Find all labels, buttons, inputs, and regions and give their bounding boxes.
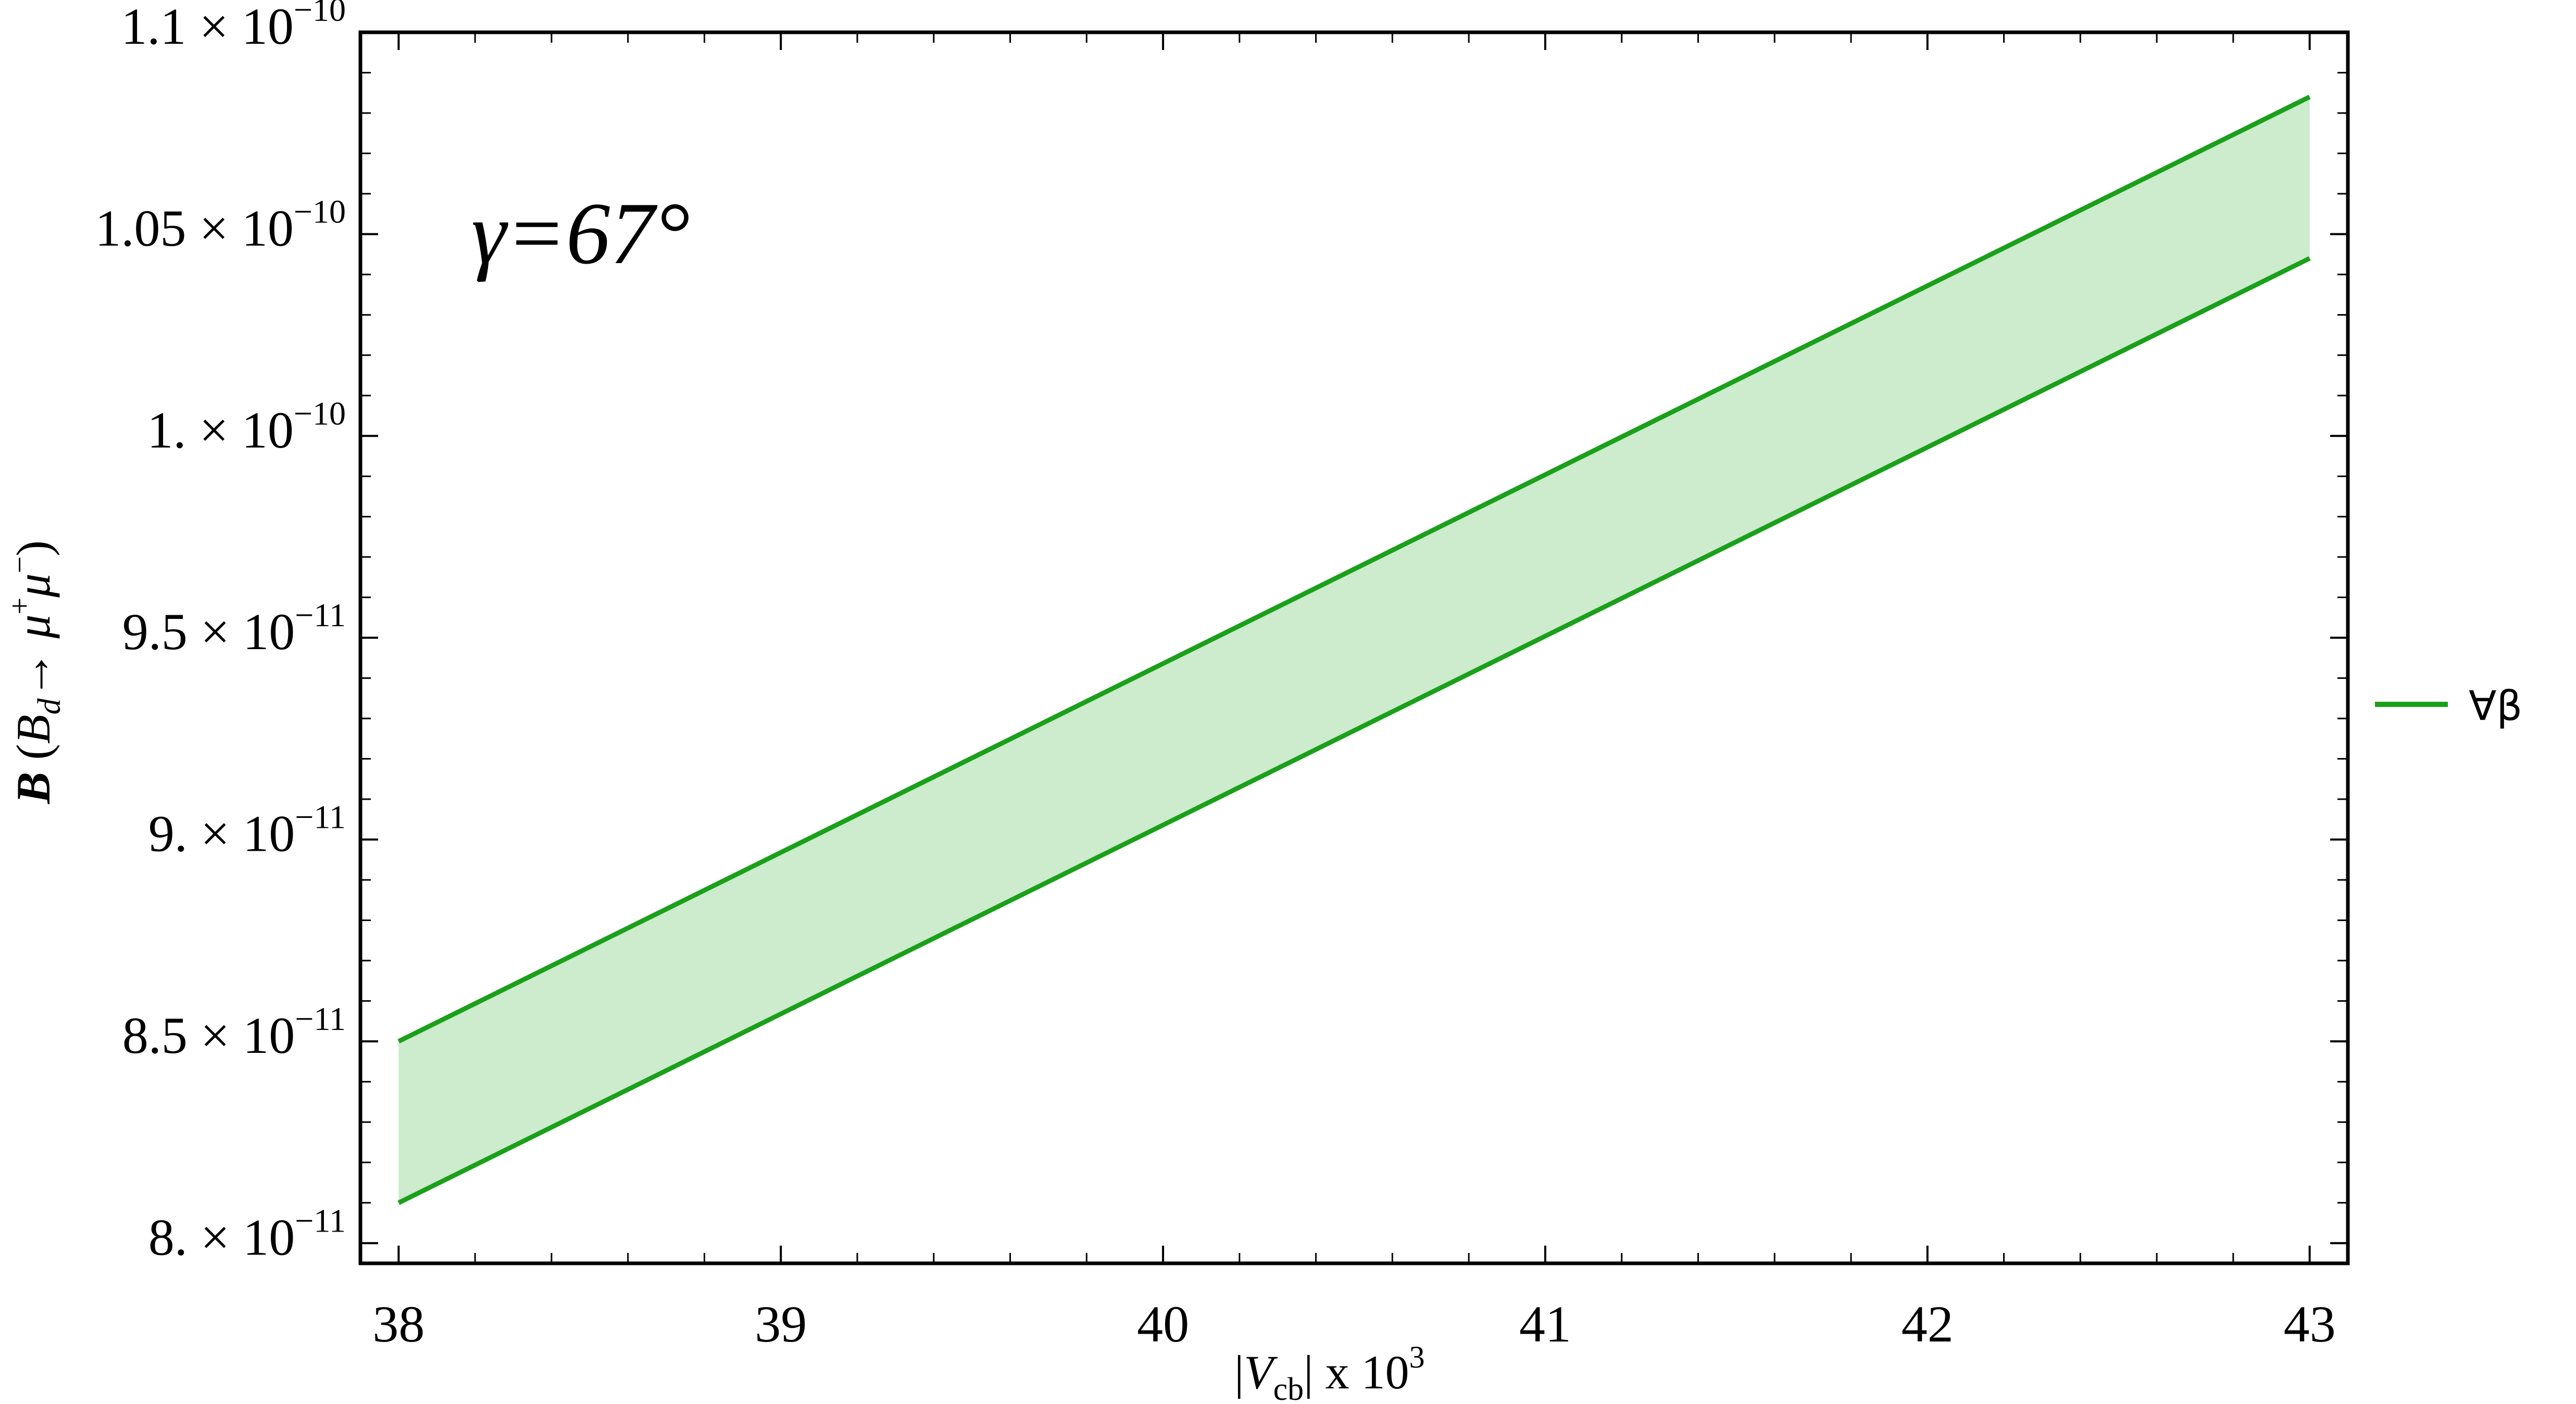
x-tick-label: 43 [2284, 1295, 2336, 1353]
svg-text:B (Bd→ μ+μ−): B (Bd→ μ+μ−) [3, 540, 67, 804]
x-tick-label: 39 [755, 1295, 807, 1353]
y-tick-labels: 8. × 10−11 8.5 × 10−11 9. × 10−11 9.5 × 10−… [95, 0, 346, 1266]
confidence-band-layer [398, 96, 2310, 1203]
y-tick-label: 1.1 × 10−10 [121, 0, 346, 55]
x-tick-label: 38 [372, 1295, 424, 1353]
band-fill-0 [398, 96, 2310, 1203]
y-tick-label: 9.5 × 10−11 [122, 597, 346, 661]
x-axis-title: |Vcb| x 103 [1234, 1340, 1425, 1404]
y-tick-label: 9. × 10−11 [148, 799, 346, 863]
x-tick-label: 41 [1519, 1295, 1571, 1353]
series-lines-layer [397, 94, 2311, 1205]
x-tick-label: 42 [1902, 1295, 1954, 1353]
axis-ticks [360, 31, 2348, 1263]
plot-frame [358, 30, 2350, 1265]
legend-label: ∀β [2469, 683, 2522, 730]
y-tick-label: 1. × 10−10 [147, 395, 346, 459]
svg-text:|Vcb| x 103: |Vcb| x 103 [1234, 1340, 1425, 1404]
y-tick-label: 1.05 × 10−10 [95, 193, 346, 257]
y-axis-title: B (Bd→ μ+μ−) [3, 540, 67, 804]
lower-bound-line [397, 256, 2311, 1205]
legend: ∀β [2375, 683, 2522, 730]
y-tick-label: 8. × 10−11 [148, 1202, 346, 1266]
x-tick-labels: 38 39 40 41 42 43 [372, 1295, 2335, 1353]
gamma-annotation: γ=67° [471, 184, 690, 282]
y-tick-label: 8.5 × 10−11 [122, 1000, 346, 1064]
x-tick-label: 40 [1137, 1295, 1189, 1353]
upper-bound-line [397, 94, 2311, 1043]
